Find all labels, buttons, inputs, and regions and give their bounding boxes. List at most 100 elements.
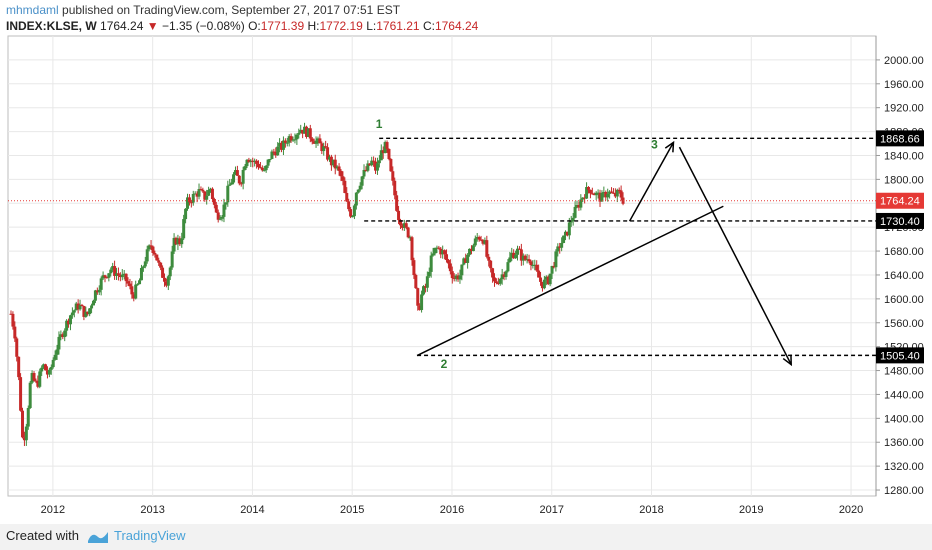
candle-body xyxy=(602,192,606,194)
candle-body xyxy=(610,191,614,193)
trendline[interactable] xyxy=(416,205,724,357)
level-tag-label: 1868.66 xyxy=(880,133,920,145)
candle-body xyxy=(180,238,184,245)
candle-body xyxy=(90,305,94,309)
candle-body xyxy=(437,247,441,249)
candle-body xyxy=(47,369,51,375)
candle-body xyxy=(456,275,460,280)
candle-body xyxy=(492,277,496,282)
y-tick-label: 1560.00 xyxy=(884,318,924,330)
candle-body xyxy=(525,259,529,261)
candle-body xyxy=(218,218,222,220)
arrowhead-up-icon xyxy=(664,140,675,153)
candle-body xyxy=(398,220,402,226)
candle-body xyxy=(53,354,57,360)
candle-body xyxy=(529,261,533,266)
candle-body xyxy=(289,136,293,141)
level-tag xyxy=(876,212,924,229)
candle-body xyxy=(95,290,99,293)
candle-body xyxy=(59,334,63,337)
candle-body xyxy=(592,193,596,196)
x-tick-label: 2013 xyxy=(140,504,164,516)
candle-body xyxy=(435,247,439,249)
candle-body xyxy=(391,171,395,181)
candle-body xyxy=(65,320,69,331)
candle-body xyxy=(351,216,355,218)
candle-body xyxy=(15,338,19,357)
candle-body xyxy=(581,197,585,200)
candle-body xyxy=(364,169,368,171)
candle-body xyxy=(151,246,155,253)
candle-body xyxy=(224,202,228,205)
candle-body xyxy=(128,283,132,287)
tradingview-brand-link[interactable]: TradingView xyxy=(114,528,186,543)
candle-body xyxy=(304,126,308,137)
candle-body xyxy=(157,260,161,263)
candle-body xyxy=(34,380,38,382)
candle-body xyxy=(422,286,426,295)
projection-down-leg[interactable] xyxy=(678,146,792,365)
candle-body xyxy=(469,248,473,252)
candle-body xyxy=(264,165,268,171)
candle-body xyxy=(372,160,376,162)
candle-body xyxy=(147,245,151,250)
candle-body xyxy=(214,204,218,213)
candle-body xyxy=(500,274,504,279)
candle-body xyxy=(374,161,378,171)
candle-body xyxy=(354,192,358,206)
candle-body xyxy=(189,202,193,204)
candle-body xyxy=(291,139,295,141)
candle-body xyxy=(258,167,262,169)
candle-body xyxy=(320,143,324,152)
y-tick-label: 1640.00 xyxy=(884,270,924,282)
candle-body xyxy=(44,364,48,371)
candle-body xyxy=(341,176,345,181)
candle-body xyxy=(168,267,172,277)
symbol-label[interactable]: INDEX:KLSE, W xyxy=(6,19,97,33)
plot-area[interactable] xyxy=(7,35,877,497)
price-chart[interactable]: 2000.001960.001920.001880.001840.001800.… xyxy=(0,0,932,524)
candle-body xyxy=(322,146,326,152)
candle-body xyxy=(502,274,506,277)
candle-body xyxy=(118,275,122,278)
candle-body xyxy=(389,159,393,172)
candle-body xyxy=(504,271,508,277)
candle-body xyxy=(316,138,320,141)
candle-body xyxy=(101,275,105,279)
tradingview-logo-icon[interactable] xyxy=(86,529,110,545)
candle-body xyxy=(116,273,120,276)
candle-body xyxy=(506,262,510,272)
open-label: O: xyxy=(248,19,261,33)
candle-body xyxy=(216,212,220,220)
y-tick-label: 1400.00 xyxy=(884,413,924,425)
candle-body xyxy=(293,139,297,141)
candle-body xyxy=(517,248,521,250)
candle-body xyxy=(381,150,385,154)
candle-body xyxy=(508,257,512,263)
candle-body xyxy=(280,142,284,150)
candle-body xyxy=(303,126,307,134)
candle-body xyxy=(120,274,124,278)
candle-body xyxy=(494,281,498,284)
change-value: −1.35 (−0.08%) xyxy=(161,19,245,33)
candle-body xyxy=(473,238,477,246)
candle-body xyxy=(420,294,424,310)
candle-body xyxy=(161,267,165,278)
candle-body xyxy=(228,184,232,186)
author-link[interactable]: mhmdaml xyxy=(6,3,59,17)
candle-body xyxy=(84,311,88,317)
candle-body xyxy=(573,206,577,218)
x-tick-label: 2015 xyxy=(340,504,364,516)
candle-body xyxy=(136,284,140,286)
candle-body xyxy=(281,140,285,150)
candle-body xyxy=(268,158,272,160)
candle-body xyxy=(375,163,379,171)
projection-up-leg[interactable] xyxy=(628,141,675,222)
candle-body xyxy=(523,255,527,260)
candle-body xyxy=(210,188,214,200)
candle-body xyxy=(30,373,34,383)
candle-body xyxy=(383,142,387,154)
candle-body xyxy=(32,373,36,381)
candle-body xyxy=(28,382,32,409)
candle-body xyxy=(519,249,523,261)
